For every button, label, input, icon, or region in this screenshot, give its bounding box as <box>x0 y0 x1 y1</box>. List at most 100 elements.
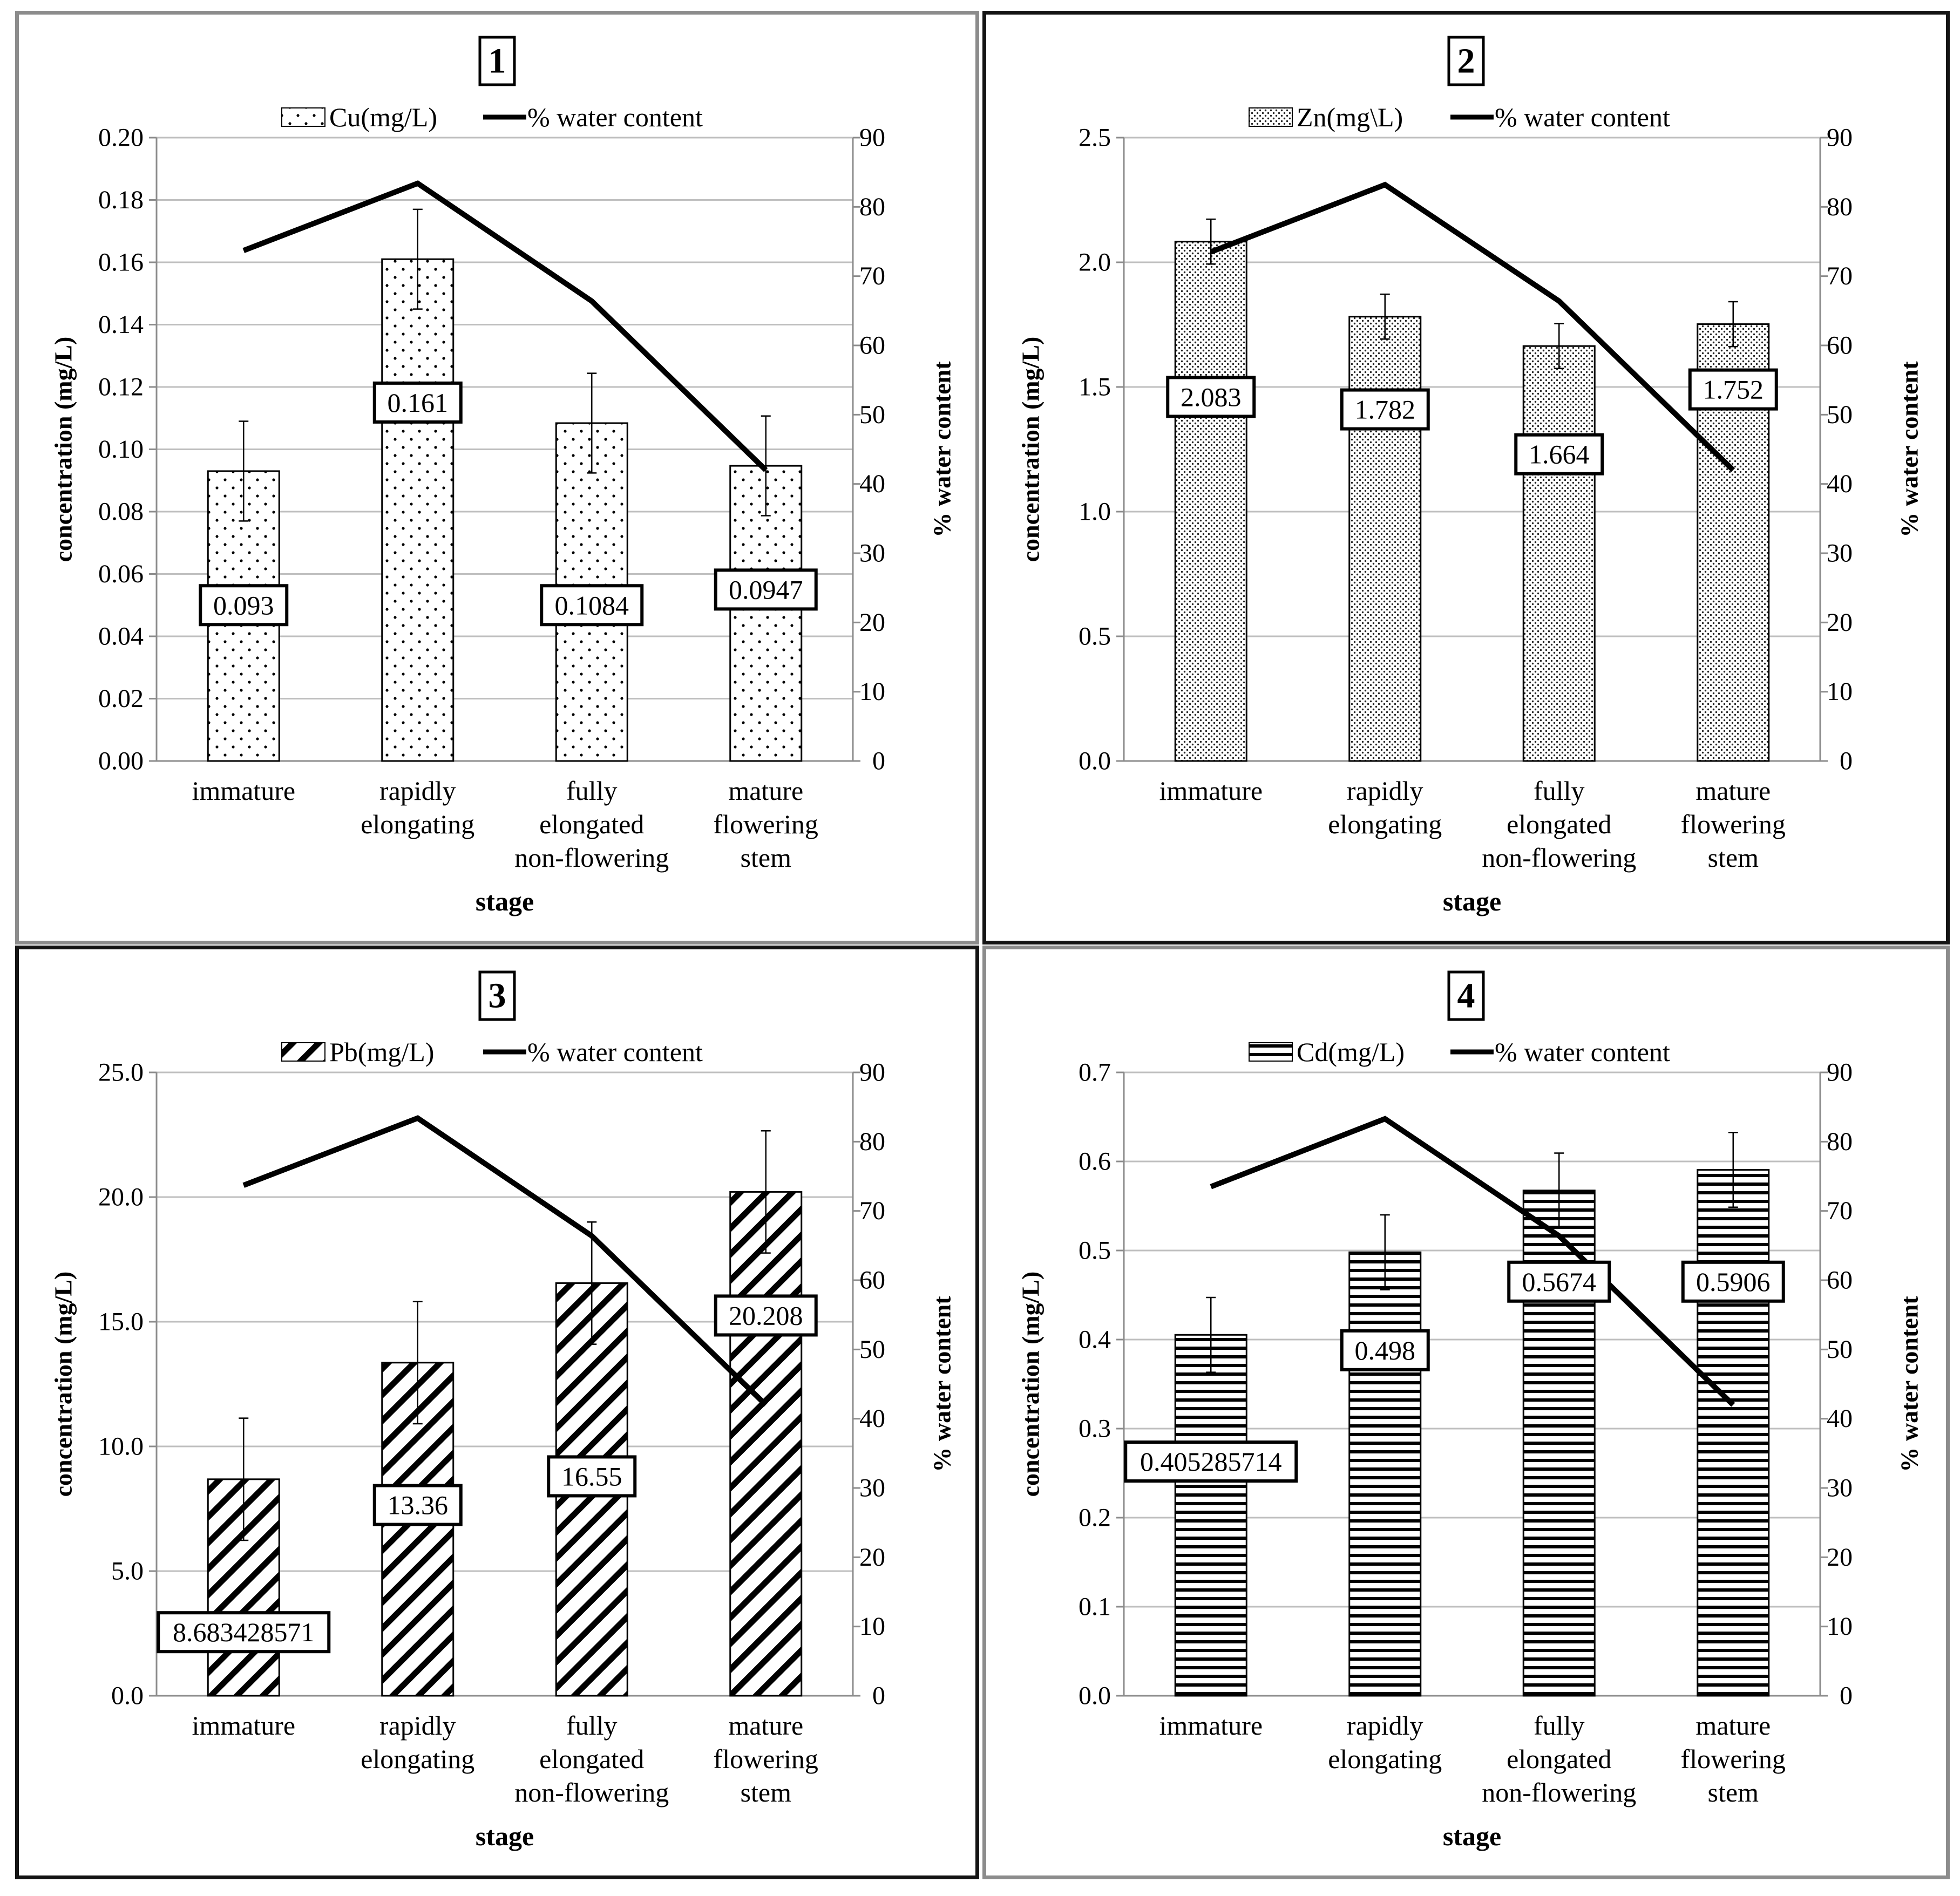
panel-number-box <box>478 970 516 1021</box>
legend-label-bar: Zn(mg\L) <box>1297 102 1403 132</box>
chart-panel-2: 2 Zn(mg\L) % water content 0.0 0.5 1.0 1.5 2.0 2… <box>982 11 1950 944</box>
chart-svg: 3 Pb(mg/L) % water content 0.0 5.0 10.0 15.0 20… <box>50 970 956 1851</box>
data-label-box <box>1166 376 1256 418</box>
category-label: mature <box>728 1710 803 1741</box>
y2-tick-label: 90 <box>859 124 885 152</box>
y-tick-label: 0.1 <box>1079 1593 1111 1621</box>
y2-tick-label: 60 <box>1827 331 1853 360</box>
y2-tick-label: 10 <box>1827 677 1853 706</box>
category-label: flowering <box>714 809 818 839</box>
category-label: elongating <box>361 1744 474 1774</box>
legend-swatch-bar <box>281 107 325 127</box>
y2-tick-label: 50 <box>1827 1335 1853 1364</box>
y-tick-label: 1.0 <box>1079 498 1111 526</box>
y2-tick-label: 0 <box>872 1682 885 1710</box>
category-label: non-flowering <box>1482 842 1636 873</box>
y2-tick-label: 0 <box>1840 1682 1853 1710</box>
category-label: rapidly <box>379 1710 456 1741</box>
data-label-box <box>1681 1260 1785 1303</box>
y-tick-label: 10.0 <box>98 1432 144 1461</box>
y2-axis-title: % water content <box>928 1296 956 1472</box>
category-label: elongating <box>361 809 474 839</box>
y-tick-label: 0.2 <box>1079 1504 1111 1532</box>
legend-swatch-bar <box>1249 1042 1293 1062</box>
y-tick-label: 2.5 <box>1079 124 1111 152</box>
category-label: rapidly <box>1347 1710 1423 1741</box>
category-label: non-flowering <box>1482 1777 1636 1807</box>
data-label-box <box>1340 388 1430 431</box>
y2-tick-label: 20 <box>1827 1543 1853 1572</box>
data-label-box <box>1688 368 1778 411</box>
data-label-box <box>1124 1440 1298 1483</box>
panel-number: 4 <box>1457 976 1475 1016</box>
y2-tick-label: 10 <box>859 1612 885 1641</box>
y2-tick-label: 40 <box>859 1404 885 1433</box>
y-tick-label: 25.0 <box>98 1058 144 1087</box>
data-label: 0.093 <box>199 584 289 627</box>
y-tick-label: 0.0 <box>1079 747 1111 776</box>
y-tick-label: 0.04 <box>98 622 144 651</box>
data-label: 16.55 <box>547 1455 637 1498</box>
y2-tick-label: 20 <box>859 608 885 637</box>
y2-tick-label: 30 <box>859 1474 885 1503</box>
y2-tick-label: 70 <box>859 1197 885 1225</box>
bar <box>1522 345 1596 762</box>
data-label-box <box>372 381 463 424</box>
data-label-box <box>199 584 289 627</box>
data-label-box <box>157 1611 331 1654</box>
category-label: elongating <box>1328 809 1442 839</box>
water-content-line <box>242 180 768 472</box>
bar <box>381 258 455 762</box>
y2-tick-label: 10 <box>859 677 885 706</box>
category-label: elongating <box>1328 1744 1442 1774</box>
y2-tick-label: 60 <box>1827 1266 1853 1295</box>
data-label-text: 2.083 <box>1181 382 1242 412</box>
data-label: 20.208 <box>714 1294 818 1337</box>
data-label-box <box>372 1484 463 1526</box>
category-label: rapidly <box>379 776 456 806</box>
y2-tick-label: 90 <box>1827 1058 1853 1087</box>
y2-tick-label: 70 <box>1827 1197 1853 1225</box>
y2-tick-label: 50 <box>859 1335 885 1364</box>
x-axis-title: stage <box>476 1821 534 1851</box>
category-label: non-flowering <box>514 842 669 873</box>
y2-tick-label: 20 <box>859 1543 885 1572</box>
y-tick-label: 0.5 <box>1079 1236 1111 1265</box>
data-label: 0.5674 <box>1507 1260 1611 1303</box>
data-label-box <box>540 584 644 627</box>
y-tick-label: 0.5 <box>1079 622 1111 651</box>
y2-tick-label: 0 <box>872 747 885 776</box>
y2-tick-label: 30 <box>1827 1474 1853 1503</box>
data-label: 0.5906 <box>1681 1260 1785 1303</box>
y2-tick-label: 70 <box>859 262 885 290</box>
data-label: 0.0947 <box>714 568 818 611</box>
y-tick-label: 0.4 <box>1079 1326 1111 1354</box>
category-label: flowering <box>1681 809 1786 839</box>
y2-tick-label: 90 <box>859 1058 885 1087</box>
category-label: flowering <box>714 1744 818 1774</box>
category-label: fully <box>566 1710 617 1741</box>
category-label: mature <box>1695 1710 1771 1741</box>
bar <box>729 1191 803 1697</box>
y-tick-label: 0.08 <box>98 498 144 526</box>
y-tick-label: 5.0 <box>111 1557 144 1586</box>
chart-svg: 2 Zn(mg\L) % water content 0.0 0.5 1.0 1.5 2.0 2… <box>1017 36 1923 916</box>
y2-tick-label: 80 <box>859 1127 885 1156</box>
data-label-box <box>714 1294 818 1337</box>
x-axis-title: stage <box>1443 1821 1501 1851</box>
y-tick-label: 0.18 <box>98 186 144 214</box>
legend-label-line: % water content <box>1495 102 1670 132</box>
data-label: 1.782 <box>1340 388 1430 431</box>
y-axis-title: concentration (mg/L) <box>50 337 77 562</box>
panel-number: 2 <box>1457 42 1475 81</box>
y-tick-label: 0.02 <box>98 684 144 713</box>
data-label-text: 0.093 <box>213 590 274 620</box>
category-label: flowering <box>1681 1744 1786 1774</box>
legend-swatch-bar <box>281 1042 325 1062</box>
data-label: 0.405285714 <box>1124 1440 1298 1483</box>
y2-tick-label: 30 <box>859 539 885 568</box>
y2-axis-title: % water content <box>1896 1296 1923 1472</box>
data-label-text: 16.55 <box>561 1461 622 1491</box>
data-label-text: 0.405285714 <box>1140 1446 1282 1477</box>
y2-tick-label: 80 <box>859 193 885 221</box>
